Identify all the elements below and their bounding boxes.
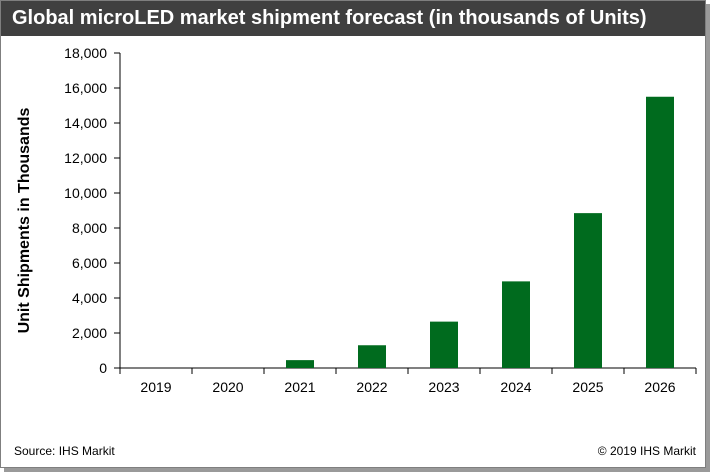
- bar: [646, 96, 674, 368]
- x-tick-label: 2025: [572, 379, 603, 395]
- x-tick-label: 2021: [284, 379, 315, 395]
- x-tick-label: 2022: [356, 379, 387, 395]
- y-tick-label: 4,000: [72, 290, 107, 306]
- source-note: Source: IHS Markit: [14, 444, 115, 458]
- chart-title: Global microLED market shipment forecast…: [1, 1, 705, 36]
- y-tick-label: 12,000: [64, 150, 107, 166]
- y-tick-label: 18,000: [64, 45, 107, 61]
- y-tick-label: 0: [99, 360, 107, 376]
- bar-chart: 0 2,000 4,000 6,000 8,000 10,000 12,000 14,000 1…: [16, 45, 697, 395]
- y-tick-label: 6,000: [72, 255, 107, 271]
- frame-shadow-right: [706, 4, 710, 472]
- bar: [430, 321, 458, 368]
- bar: [358, 345, 386, 368]
- y-tick-label: 16,000: [64, 80, 107, 96]
- frame-shadow-bottom: [4, 468, 710, 472]
- x-tick-label: 2026: [644, 379, 675, 395]
- y-tick-label: 2,000: [72, 325, 107, 341]
- y-tick-label: 10,000: [64, 185, 107, 201]
- bar: [574, 213, 602, 368]
- x-tick-label: 2019: [140, 379, 171, 395]
- x-tick-label: 2024: [500, 379, 531, 395]
- y-tick-label: 14,000: [64, 115, 107, 131]
- y-tick-label: 8,000: [72, 220, 107, 236]
- y-axis-label: Unit Shipments in Thousands: [16, 108, 33, 334]
- x-tick-label: 2020: [212, 379, 243, 395]
- copyright-note: © 2019 IHS Markit: [597, 444, 696, 458]
- bar: [502, 281, 530, 368]
- x-tick-label: 2023: [428, 379, 459, 395]
- bar: [286, 360, 314, 368]
